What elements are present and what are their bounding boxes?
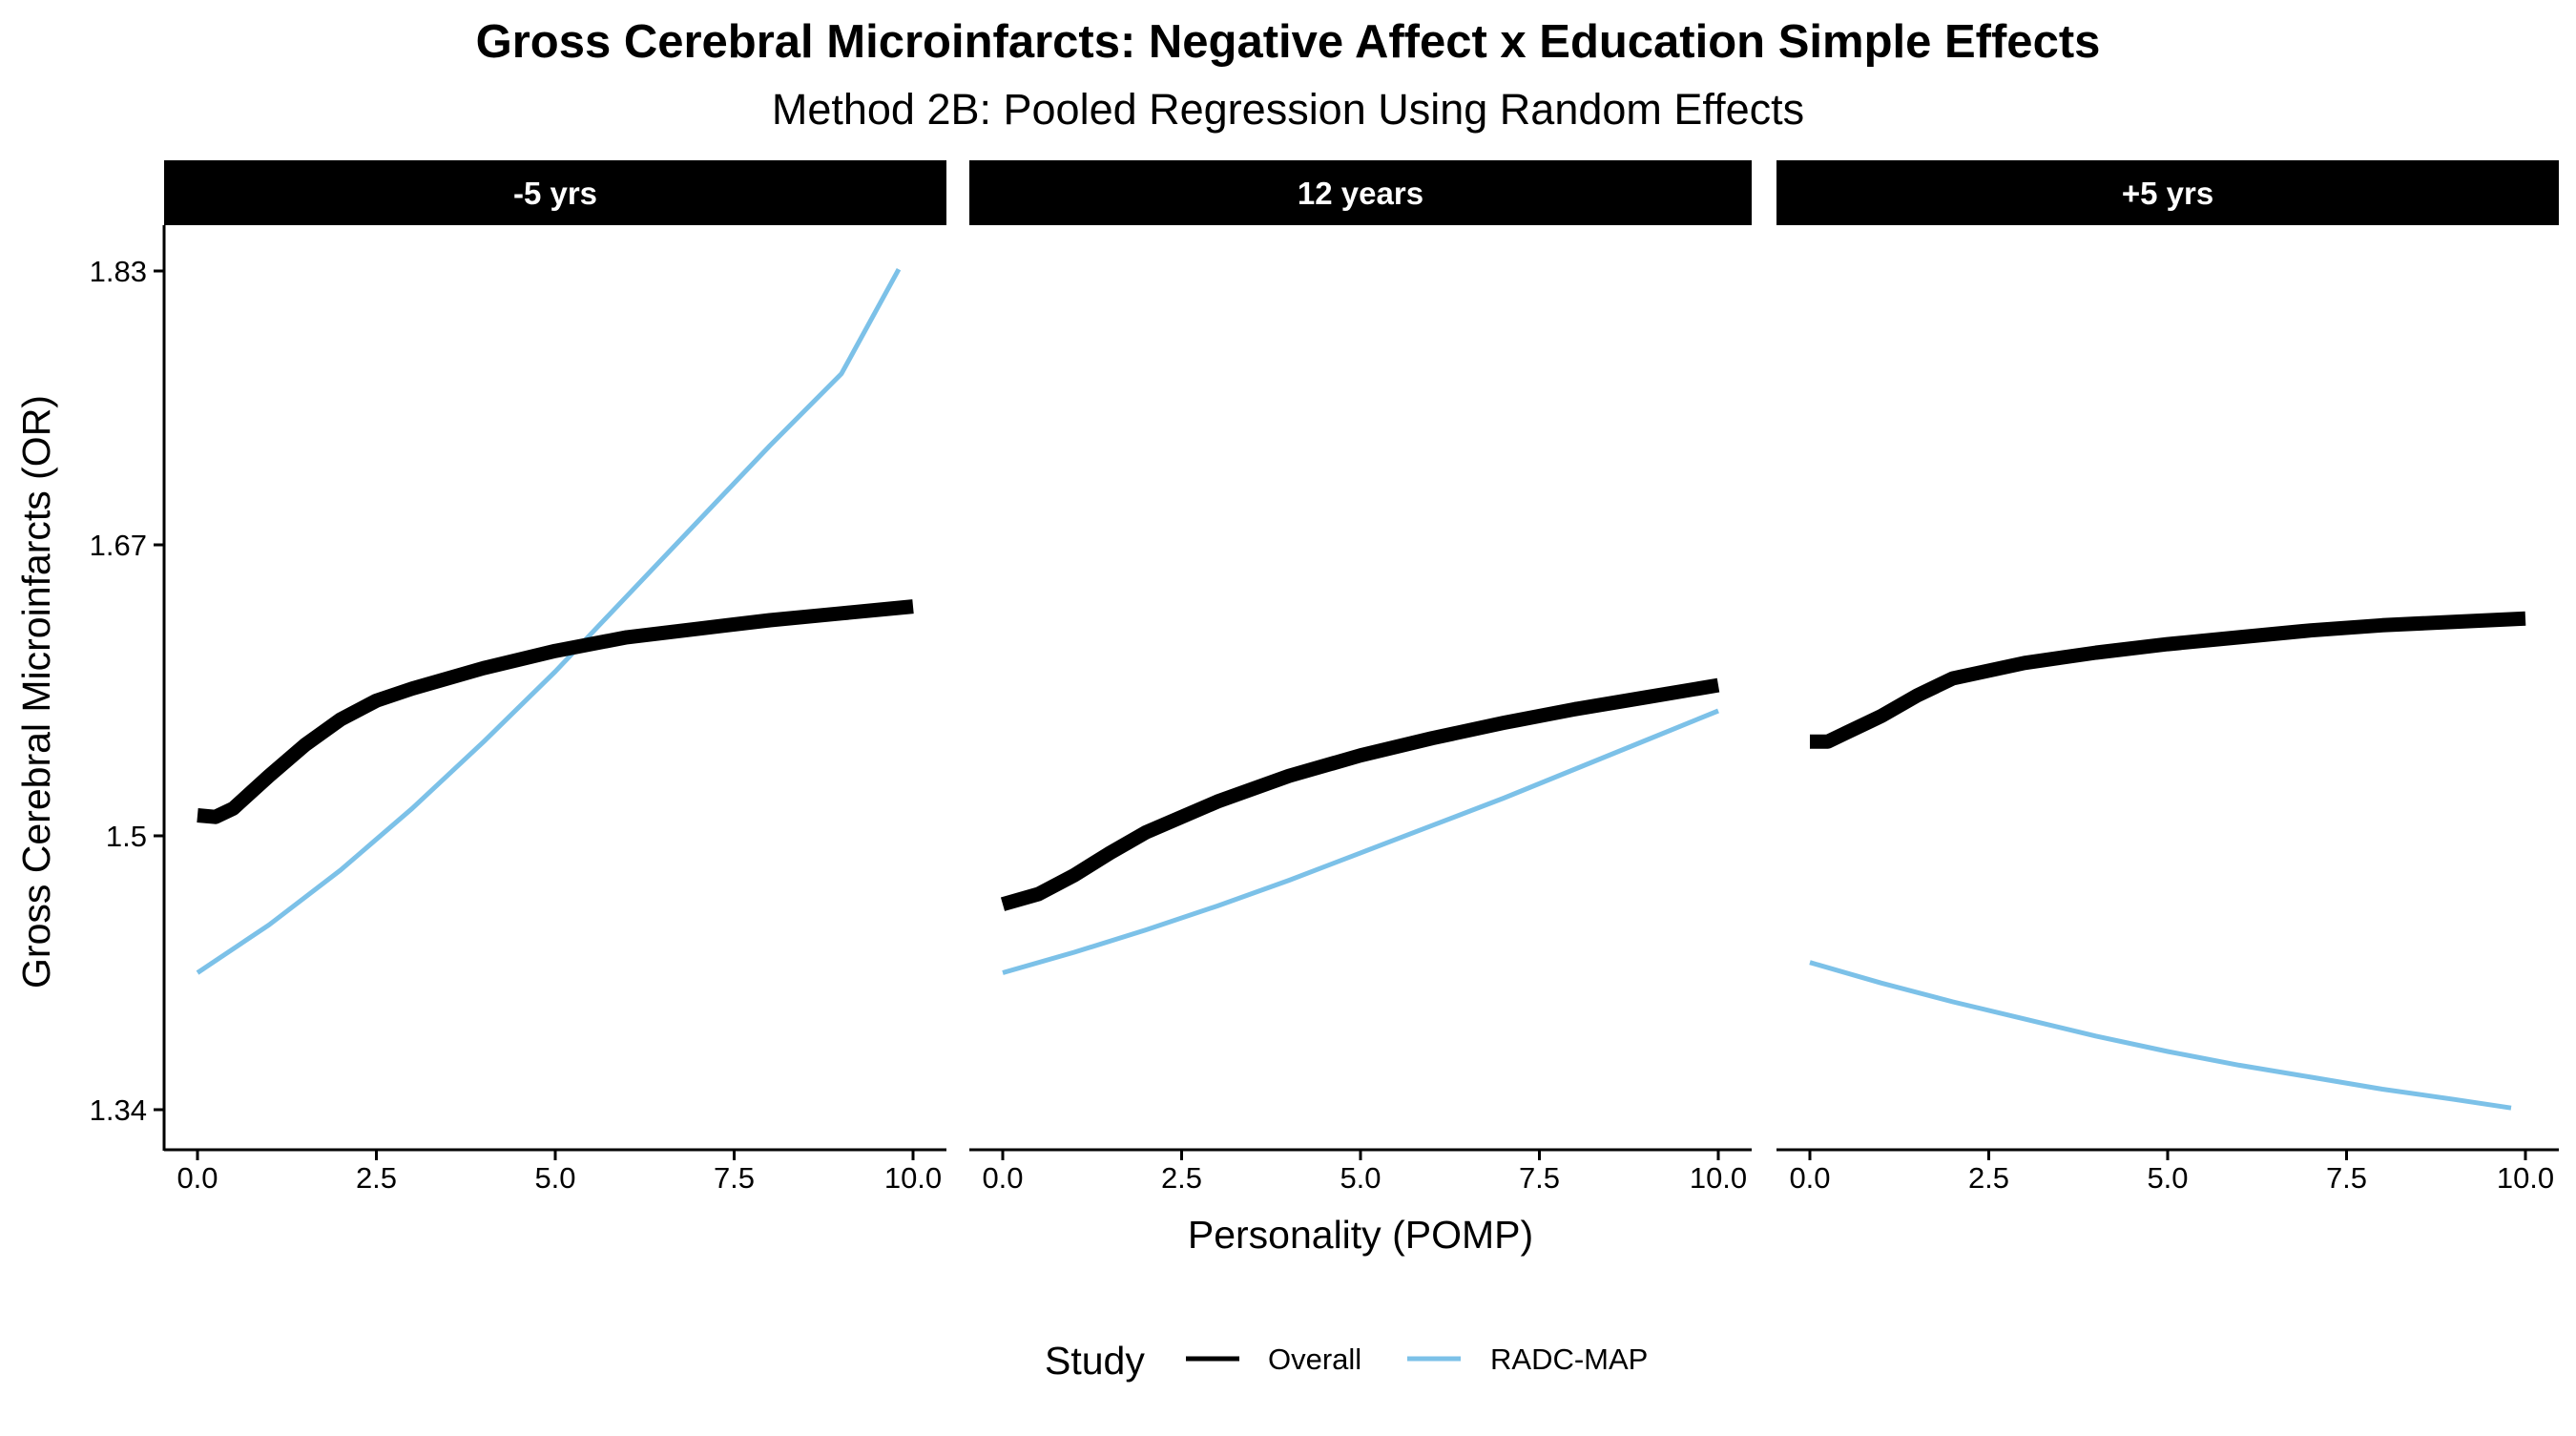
- panel-strip-label: -5 yrs: [513, 176, 597, 211]
- panel-1: -5 yrs 0.0 2.5 5.0 7.5 10.0 1.34 1.5 1.67 1.83: [90, 160, 946, 1195]
- y-tick-label: 1.34: [90, 1093, 147, 1127]
- x-tick-label: 7.5: [2326, 1161, 2367, 1195]
- x-tick-label: 5.0: [2147, 1161, 2188, 1195]
- panel-strip-label: 12 years: [1298, 176, 1423, 211]
- legend-label-radc-map: RADC-MAP: [1490, 1342, 1648, 1376]
- series-line-radc-map: [1809, 960, 2512, 1111]
- x-axis-title: Personality (POMP): [1188, 1213, 1533, 1257]
- series-line-radc-map: [196, 267, 902, 975]
- x-tick-label: 5.0: [1340, 1161, 1381, 1195]
- legend-title: Study: [1045, 1339, 1145, 1383]
- y-axis-title: Gross Cerebral Microinfarcts (OR): [14, 395, 58, 989]
- x-tick-label: 10.0: [1690, 1161, 1747, 1195]
- series-line-radc-map: [1002, 708, 1719, 975]
- series-line-overall: [197, 599, 914, 824]
- series-line-overall: [1000, 677, 1720, 911]
- x-tick-label: 2.5: [1161, 1161, 1202, 1195]
- series-line-overall: [1810, 611, 2526, 749]
- y-tick-label: 1.83: [90, 255, 147, 288]
- panels-layer: -5 yrs 0.0 2.5 5.0 7.5 10.0 1.34 1.5 1.67 1.83 12 …: [90, 160, 2559, 1195]
- y-tick-label: 1.67: [90, 529, 147, 562]
- legend: Study Overall RADC-MAP: [1045, 1339, 1648, 1383]
- x-tick-label: 2.5: [1968, 1161, 2009, 1195]
- legend-label-overall: Overall: [1268, 1342, 1361, 1376]
- panel-2: 12 years 0.0 2.5 5.0 7.5 10.0: [969, 160, 1752, 1195]
- chart-subtitle: Method 2B: Pooled Regression Using Rando…: [772, 85, 1804, 134]
- x-tick-label: 7.5: [714, 1161, 755, 1195]
- x-tick-label: 0.0: [177, 1161, 218, 1195]
- panel-strip: [1776, 160, 2559, 225]
- panel-strip-label: +5 yrs: [2122, 176, 2213, 211]
- x-tick-label: 0.0: [1789, 1161, 1830, 1195]
- x-tick-label: 2.5: [356, 1161, 397, 1195]
- x-tick-label: 10.0: [2497, 1161, 2554, 1195]
- panel-3: +5 yrs 0.0 2.5 5.0 7.5 10.0: [1776, 160, 2559, 1195]
- y-tick-label: 1.5: [106, 820, 147, 853]
- x-tick-label: 0.0: [982, 1161, 1023, 1195]
- panel-strip: [164, 160, 946, 225]
- x-tick-label: 7.5: [1519, 1161, 1560, 1195]
- panel-strip: [969, 160, 1752, 225]
- x-tick-label: 10.0: [884, 1161, 942, 1195]
- chart-title: Gross Cerebral Microinfarcts: Negative A…: [476, 16, 2101, 68]
- x-tick-label: 5.0: [534, 1161, 575, 1195]
